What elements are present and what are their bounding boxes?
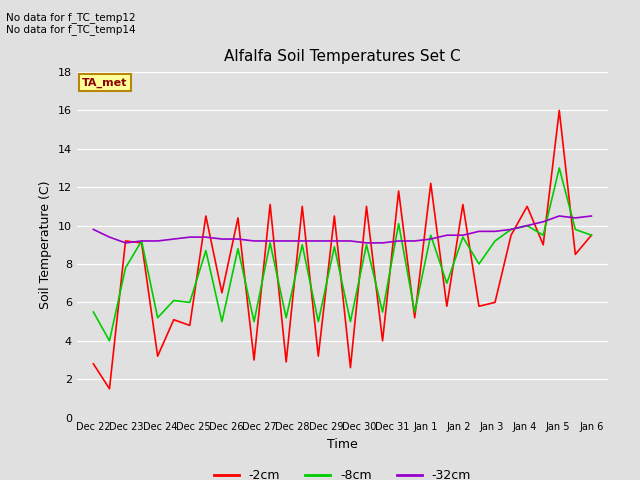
Text: TA_met: TA_met xyxy=(83,78,128,88)
Text: No data for f_TC_temp14: No data for f_TC_temp14 xyxy=(6,24,136,35)
Y-axis label: Soil Temperature (C): Soil Temperature (C) xyxy=(39,180,52,309)
X-axis label: Time: Time xyxy=(327,438,358,451)
Title: Alfalfa Soil Temperatures Set C: Alfalfa Soil Temperatures Set C xyxy=(224,49,461,64)
Text: No data for f_TC_temp12: No data for f_TC_temp12 xyxy=(6,12,136,23)
Legend: -2cm, -8cm, -32cm: -2cm, -8cm, -32cm xyxy=(209,464,476,480)
